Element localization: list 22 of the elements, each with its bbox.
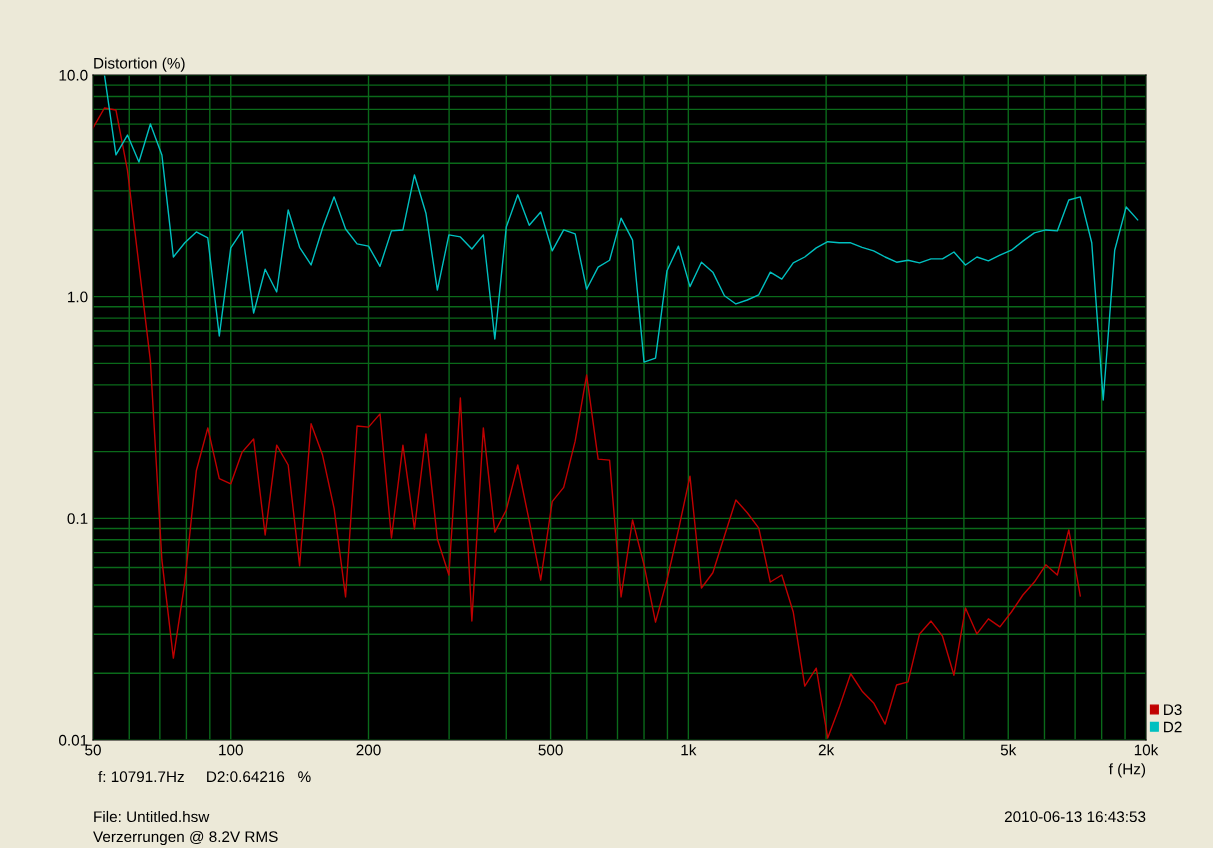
- text: 2010-06-13 16:43:53: [1004, 811, 1146, 823]
- text: f: 10791.7Hz D2:0.64216 %: [98, 770, 311, 783]
- x-tick-label: 5k: [1000, 744, 1017, 756]
- x-tick-label: 1k: [681, 744, 697, 756]
- text: File: Untitled.hsw: [94, 810, 210, 823]
- y-tick-label: 0.01: [59, 734, 88, 746]
- text: Verzerrungen @ 8.2V RMS: [93, 830, 278, 846]
- legend-label: D2: [1164, 721, 1182, 733]
- x-tick-label: 2k: [818, 744, 835, 756]
- y-axis-title: Distortion (%): [94, 57, 185, 72]
- x-tick-label: 10k: [1134, 744, 1159, 756]
- legend-label: D3: [1164, 704, 1182, 716]
- y-tick-label: 10.0: [59, 69, 88, 81]
- line-series: [93, 107, 1081, 739]
- line-series: [103, 75, 1139, 401]
- y-tick-label: 1.0: [68, 291, 88, 303]
- x-tick-label: 100: [219, 744, 243, 756]
- x-tick-label: 200: [356, 744, 381, 756]
- x-tick-label: 500: [538, 744, 563, 756]
- y-tick-label: 0.1: [67, 513, 88, 525]
- x-tick-label: 50: [85, 744, 101, 756]
- x-axis-title: f (Hz): [1108, 763, 1146, 778]
